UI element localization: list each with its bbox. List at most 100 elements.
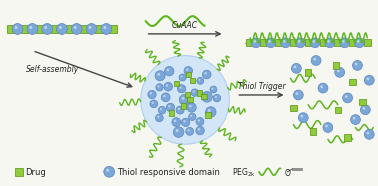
Bar [190,78,195,84]
Circle shape [327,40,330,43]
Bar [333,62,339,69]
Circle shape [163,95,166,97]
Circle shape [360,105,370,115]
Circle shape [212,88,214,89]
Circle shape [161,93,170,102]
Circle shape [157,116,160,118]
Circle shape [196,126,204,135]
Bar [181,103,186,109]
Circle shape [311,56,321,65]
Circle shape [176,106,184,114]
Circle shape [345,95,348,98]
Circle shape [166,103,175,112]
Circle shape [364,129,374,139]
Circle shape [71,24,82,34]
Circle shape [215,96,217,98]
Circle shape [179,94,190,105]
Circle shape [202,70,211,79]
Circle shape [318,83,328,93]
Circle shape [179,86,182,89]
Bar [36,25,44,33]
Circle shape [15,26,18,29]
Circle shape [320,85,323,88]
Circle shape [367,77,369,80]
Circle shape [251,38,261,48]
Circle shape [101,24,112,34]
Circle shape [350,115,360,124]
Circle shape [357,40,359,43]
Bar [359,99,366,105]
Text: CuAAC: CuAAC [172,21,198,30]
Circle shape [148,90,156,99]
Circle shape [367,132,369,134]
Circle shape [164,67,174,76]
Bar [7,25,15,33]
Circle shape [186,127,194,135]
Circle shape [157,85,160,87]
Circle shape [160,108,162,110]
Circle shape [323,123,333,132]
Circle shape [291,63,301,73]
Circle shape [186,68,188,71]
Bar [335,107,341,113]
Circle shape [88,26,91,29]
Circle shape [295,38,305,48]
Circle shape [189,105,192,108]
Text: Thiol responsive domain: Thiol responsive domain [117,168,220,177]
Text: Thiol Trigger: Thiol Trigger [238,82,285,91]
Circle shape [202,92,212,102]
Circle shape [268,40,271,43]
Circle shape [353,117,355,120]
Circle shape [29,26,33,29]
Circle shape [103,26,106,29]
Circle shape [198,79,200,81]
Bar [275,39,282,46]
Circle shape [59,26,62,29]
Circle shape [167,69,169,71]
Bar [109,25,117,33]
Bar [305,39,311,46]
Circle shape [298,113,308,123]
Bar [66,25,74,33]
Circle shape [184,67,192,75]
Circle shape [187,103,196,112]
Circle shape [198,119,200,121]
Circle shape [27,24,38,34]
Circle shape [363,107,365,110]
Circle shape [208,109,211,112]
Circle shape [179,74,186,81]
Circle shape [155,71,165,81]
Circle shape [183,120,186,122]
Circle shape [204,94,207,97]
Bar [197,90,202,96]
Circle shape [340,38,350,48]
Circle shape [150,100,158,108]
Circle shape [293,90,303,100]
Bar [187,97,193,102]
Circle shape [294,66,296,68]
Circle shape [196,118,204,126]
Circle shape [74,26,77,29]
Circle shape [353,60,363,70]
Bar [290,105,297,111]
Bar [185,92,191,97]
Circle shape [204,72,207,75]
Circle shape [42,24,53,34]
Circle shape [104,166,115,177]
Bar [310,128,316,135]
Circle shape [176,129,178,132]
Circle shape [213,94,221,102]
Text: $\mathrm{O}$: $\mathrm{O}$ [284,167,291,178]
Circle shape [283,40,285,43]
Circle shape [197,77,204,84]
Circle shape [173,127,184,137]
Circle shape [106,169,109,172]
Circle shape [296,92,298,95]
Circle shape [280,38,290,48]
Bar [290,39,297,46]
Text: Self-assembly: Self-assembly [26,65,79,74]
Bar [305,69,311,76]
Circle shape [355,63,358,65]
Circle shape [355,38,364,48]
Circle shape [168,105,170,108]
